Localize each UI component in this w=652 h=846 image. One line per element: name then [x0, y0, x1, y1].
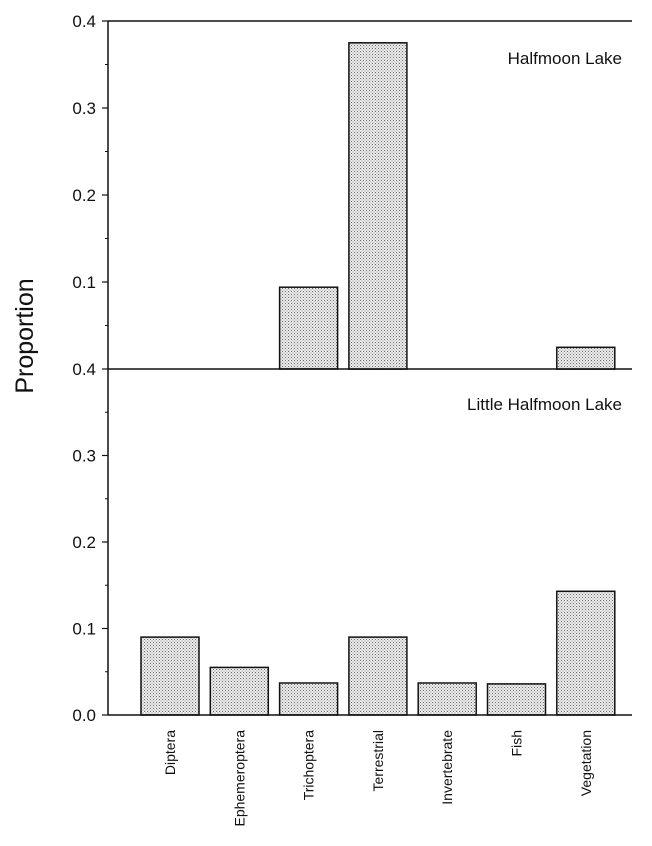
y-tick-label: 0.3 [72, 99, 96, 118]
x-tick-label: Vegetation [578, 730, 594, 796]
bar-top-trichoptera [278, 286, 339, 370]
x-tick-label: Fish [509, 730, 525, 756]
y-tick-label: 0.0 [72, 706, 96, 725]
panel-label-top: Halfmoon Lake [508, 49, 622, 68]
bar-bottom-vegetation [556, 590, 616, 716]
bar-bottom-ephemeroptera [209, 666, 270, 716]
bar-bottom-invertebrate [417, 682, 477, 716]
y-tick-label: 0.4 [72, 12, 96, 31]
bar-bottom-terrestrial [348, 636, 408, 716]
bar-bottom-fish [486, 683, 547, 716]
y-tick-label: 0.2 [72, 533, 96, 552]
x-tick-label: Trichoptera [301, 730, 317, 801]
y-axis-title: Proportion [11, 278, 39, 393]
bar-top-terrestrial [348, 42, 408, 370]
y-tick-label: 0.1 [72, 273, 96, 292]
y-tick-label: 0.2 [72, 186, 96, 205]
x-tick-label: Terrestrial [370, 730, 386, 791]
bar-bottom-diptera [140, 636, 200, 716]
x-tick-label: Diptera [162, 730, 178, 775]
panel-label-bottom: Little Halfmoon Lake [467, 395, 622, 414]
y-tick-label: 0.1 [72, 620, 96, 639]
x-tick-label: Invertebrate [439, 730, 455, 805]
y-tick-label: 0.4 [72, 360, 96, 379]
bar-bottom-trichoptera [278, 682, 339, 716]
x-tick-label: Ephemeroptera [231, 730, 247, 827]
y-tick-label: 0.3 [72, 447, 96, 466]
bar-top-vegetation [556, 346, 616, 370]
